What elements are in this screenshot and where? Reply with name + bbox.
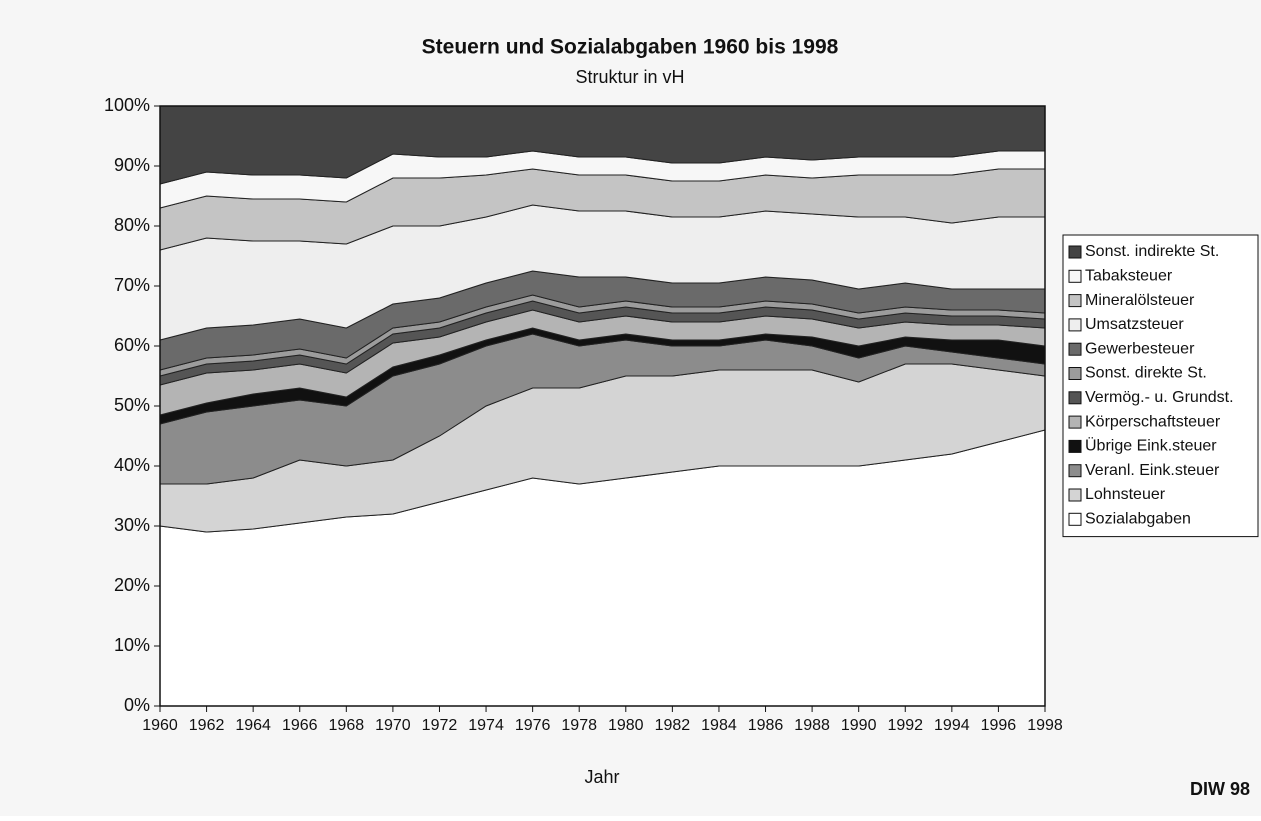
- x-tick-label: 1968: [329, 717, 365, 734]
- legend-swatch: [1068, 464, 1082, 478]
- x-axis-label: Jahr: [584, 767, 619, 787]
- y-tick-label: 90%: [114, 155, 150, 175]
- x-tick-label: 1998: [1027, 717, 1063, 734]
- legend-label: Lohnsteuer: [1085, 486, 1166, 503]
- legend-swatch: [1068, 415, 1082, 429]
- legend-label: Körperschaftsteuer: [1085, 413, 1221, 430]
- legend-swatch: [1068, 391, 1082, 405]
- y-tick-label: 70%: [114, 275, 150, 295]
- legend-label: Tabaksteuer: [1085, 268, 1173, 285]
- legend-label: Übrige Eink.steuer: [1085, 437, 1217, 455]
- y-tick-label: 50%: [114, 395, 150, 415]
- x-tick-label: 1976: [515, 717, 551, 734]
- legend-swatch: [1068, 439, 1082, 453]
- x-tick-label: 1964: [235, 717, 271, 734]
- x-tick-label: 1988: [794, 717, 830, 734]
- x-tick-label: 1960: [142, 717, 178, 734]
- x-tick-label: 1996: [981, 717, 1017, 734]
- y-tick-label: 60%: [114, 335, 150, 355]
- legend-swatch: [1068, 367, 1082, 380]
- y-tick-label: 30%: [114, 515, 150, 535]
- x-tick-label: 1966: [282, 717, 318, 734]
- legend-label: Veranl. Eink.steuer: [1085, 462, 1220, 479]
- x-tick-label: 1974: [468, 717, 504, 734]
- y-tick-label: 10%: [114, 635, 150, 655]
- x-tick-label: 1982: [655, 717, 691, 734]
- y-tick-label: 100%: [104, 95, 150, 115]
- x-tick-label: 1990: [841, 717, 877, 734]
- y-tick-label: 0%: [124, 695, 150, 715]
- legend-swatch: [1068, 245, 1082, 259]
- legend-label: Sonst. indirekte St.: [1085, 243, 1219, 260]
- legend-label: Sonst. direkte St.: [1085, 365, 1207, 382]
- legend-label: Vermög.- u. Grundst.: [1085, 389, 1234, 406]
- x-tick-label: 1978: [561, 717, 597, 734]
- y-tick-label: 40%: [114, 455, 150, 475]
- x-tick-label: 1994: [934, 717, 970, 734]
- x-tick-label: 1962: [189, 717, 225, 734]
- x-tick-label: 1992: [887, 717, 923, 734]
- y-tick-label: 80%: [114, 215, 150, 235]
- source-note: DIW 98: [1190, 779, 1250, 799]
- legend-swatch: [1068, 488, 1082, 502]
- legend-swatch: [1068, 342, 1082, 356]
- y-tick-label: 20%: [114, 575, 150, 595]
- legend-swatch: [1068, 269, 1082, 283]
- legend-swatch: [1068, 294, 1082, 308]
- x-tick-label: 1984: [701, 717, 737, 734]
- chart-title: Steuern und Sozialabgaben 1960 bis 1998: [422, 36, 839, 59]
- chart-subtitle: Struktur in vH: [575, 67, 684, 87]
- x-tick-label: 1970: [375, 717, 411, 734]
- x-tick-label: 1972: [422, 717, 458, 734]
- legend-box: [1062, 234, 1259, 538]
- legend-label: Sozialabgaben: [1085, 511, 1191, 528]
- legend-label: Gewerbesteuer: [1085, 340, 1195, 357]
- x-tick-label: 1980: [608, 717, 644, 734]
- legend-label: Mineralölsteuer: [1085, 292, 1195, 309]
- legend-swatch: [1068, 318, 1082, 332]
- legend-label: Umsatzsteuer: [1085, 316, 1184, 333]
- x-tick-label: 1986: [748, 717, 784, 734]
- legend-swatch: [1068, 512, 1082, 526]
